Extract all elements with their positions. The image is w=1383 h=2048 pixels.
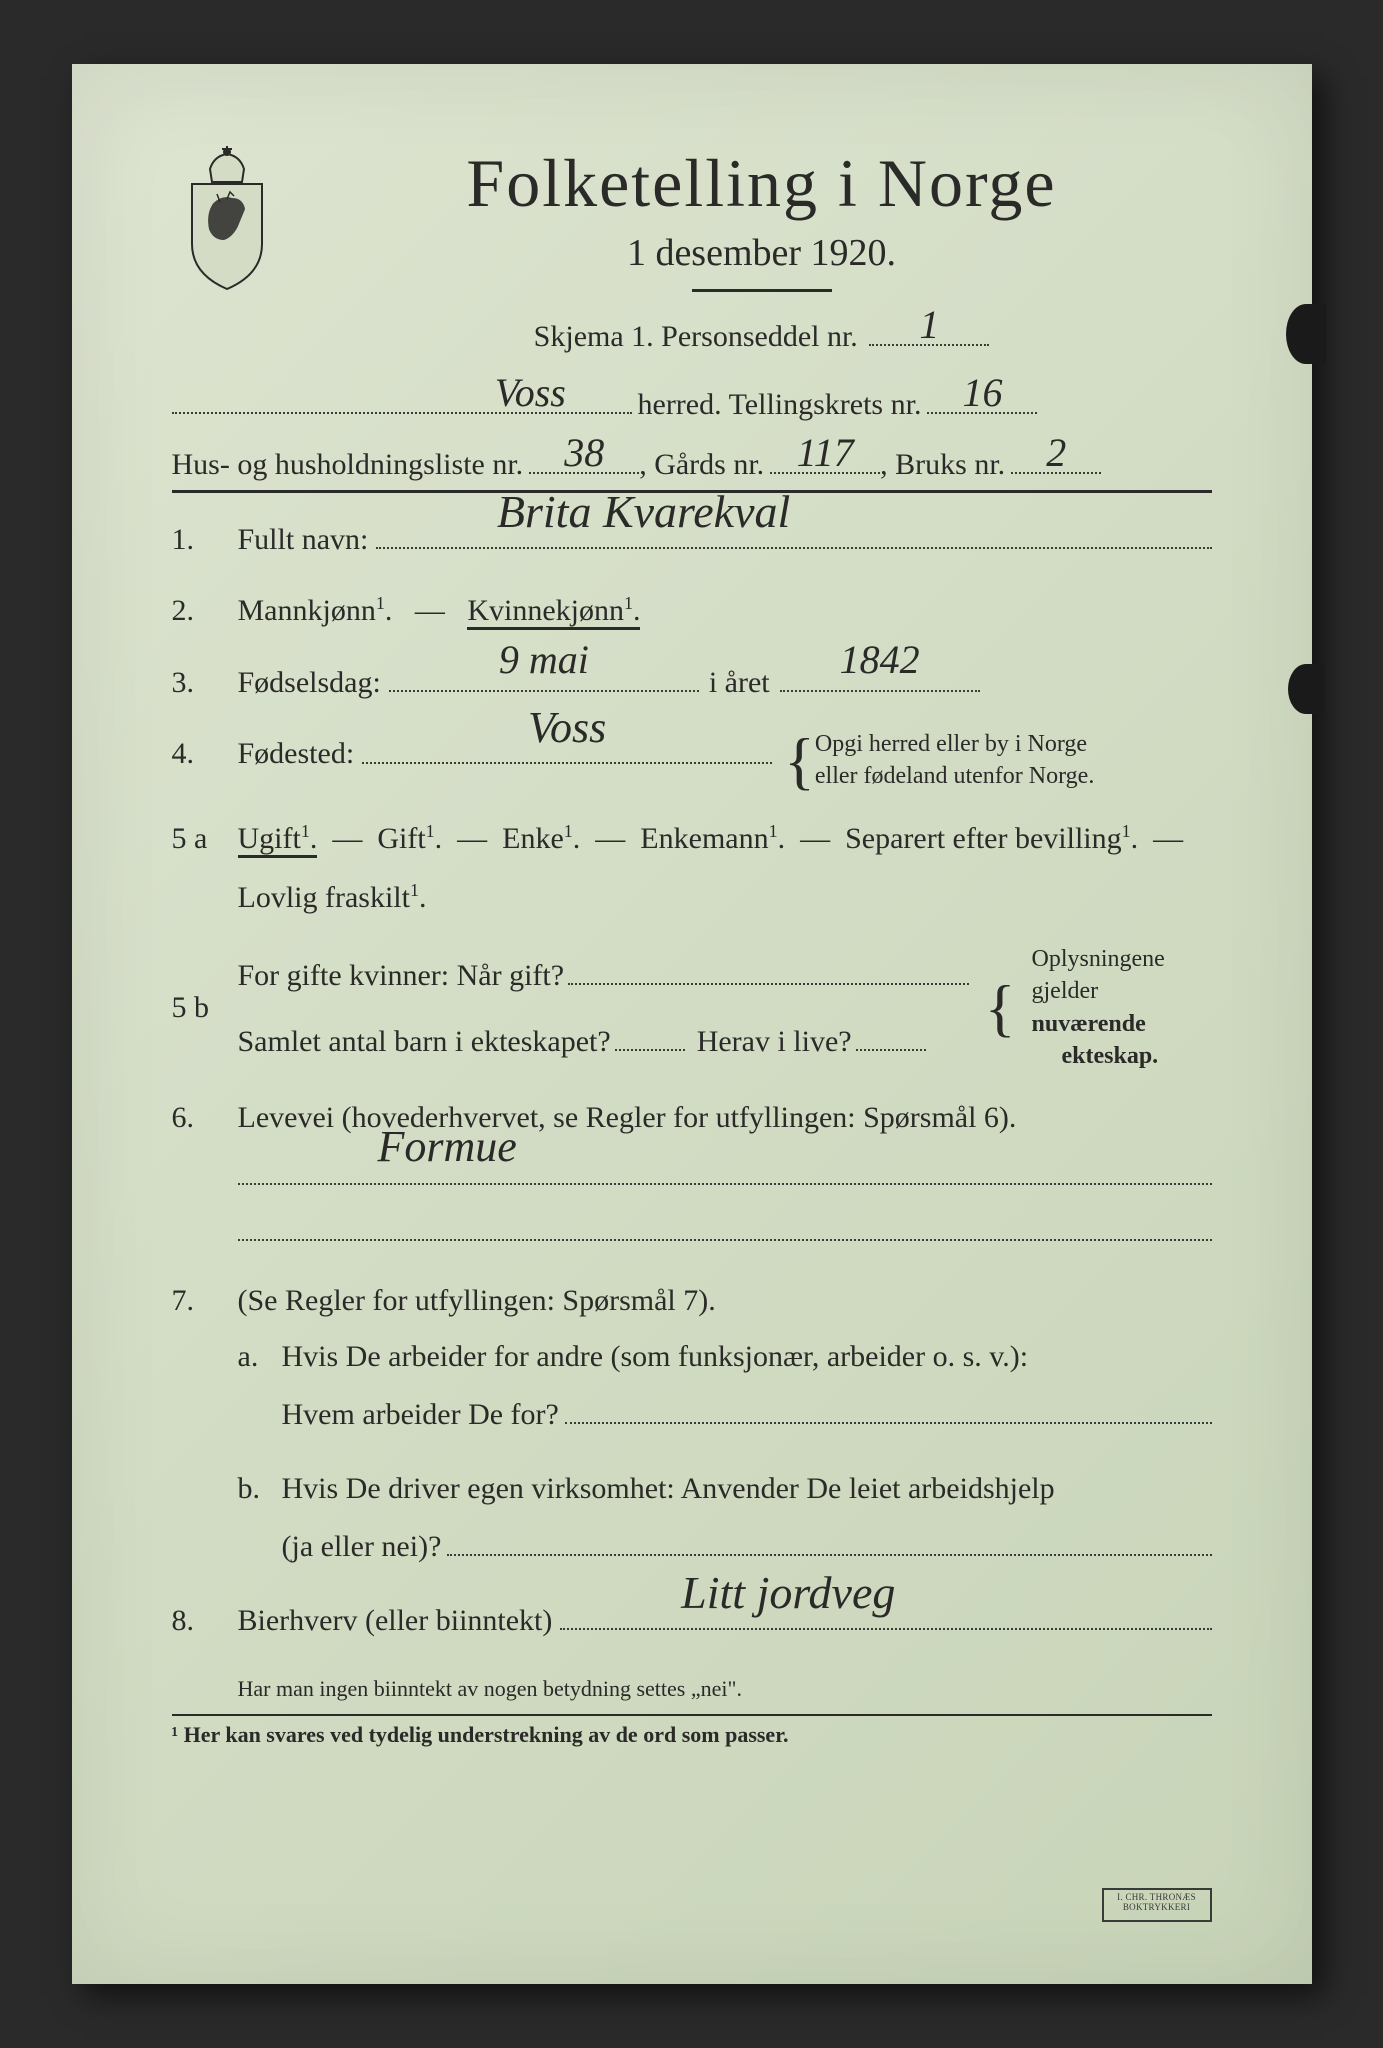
q7b-field [447,1520,1211,1556]
footnote-nei: Har man ingen biinntekt av nogen betydni… [238,1676,1212,1702]
q5b-line1a: For gifte kvinner: Når gift? [238,950,565,1001]
q1-field: Brita Kvarekval [376,513,1211,549]
q3-year-value: 1842 [840,626,920,694]
q8-row: 8. Bierhverv (eller biinntekt) Litt jord… [172,1594,1212,1646]
q3-label: Fødselsdag: [238,657,381,708]
q7b-line2: (ja eller nei)? [282,1530,442,1564]
footnote-rule: ¹ Her kan svares ved tydelig understrekn… [172,1714,1212,1748]
gards-field: 117 [770,438,880,474]
q6-answer-area: Formue [238,1153,1212,1241]
q5b-live-field [856,1015,926,1051]
q7a: a. Hvis De arbeider for andre (som funks… [238,1340,1212,1460]
q2-num: 2. [172,585,222,636]
herred-label: herred. Tellingskrets nr. [638,388,922,422]
q3-mid: i året [709,657,770,708]
q2-kvinne-selected: Kvinnekjønn1. [467,594,640,630]
skjema-line: Skjema 1. Personseddel nr. 1 [312,310,1212,354]
q6-row: 6. Levevei (hovederhvervet, se Regler fo… [172,1092,1212,1143]
q8-label: Bierhverv (eller biinntekt) [238,1595,553,1646]
q1-num: 1. [172,514,222,565]
q2-mann: Mannkjønn [238,594,376,627]
q7-row: 7. (Se Regler for utfyllingen: Spørsmål … [172,1275,1212,1326]
q6-value: Formue [378,1121,517,1172]
hus-value: 38 [564,429,604,476]
q8-value: Litt jordveg [681,1554,895,1632]
q7a-field [565,1388,1212,1424]
q6-line2 [238,1209,1212,1241]
q7b-line1: Hvis De driver egen virksomhet: Anvender… [282,1472,1212,1506]
personseddel-value: 1 [919,301,939,348]
q5b-note: Oplysningene gjelder nuværende ekteskap. [1032,943,1212,1073]
q1-label: Fullt navn: [238,514,369,565]
q7a-line2: Hvem arbeider De for? [282,1398,559,1432]
q6-num: 6. [172,1092,222,1143]
q5a-row: 5 a Ugift1. — Gift1. — Enke1. — Enkemann… [172,813,1212,864]
herred-line: Voss herred. Tellingskrets nr. 16 [172,378,1212,422]
tellingskrets-field: 16 [927,378,1037,414]
bruks-field: 2 [1011,438,1101,474]
q3-day-field: 9 mai [389,656,699,692]
gards-value: 117 [797,429,854,476]
header-block: Folketelling i Norge 1 desember 1920. Sk… [172,144,1212,368]
q8-field: Litt jordveg [560,1594,1211,1630]
personseddel-field: 1 [869,310,989,346]
census-form-page: Folketelling i Norge 1 desember 1920. Sk… [72,64,1312,1984]
brace-icon: { [784,735,815,786]
q7-num: 7. [172,1275,222,1326]
q5a-enkemann: Enkemann [640,822,768,855]
q5b-line2b: Herav i live? [697,1016,852,1067]
herred-value: Voss [495,369,566,416]
title-block: Folketelling i Norge 1 desember 1920. Sk… [312,144,1212,368]
q3-row: 3. Fødselsdag: 9 mai i året 1842 [172,656,1212,708]
q5a-num: 5 a [172,813,222,864]
skjema-label: Skjema 1. Personseddel nr. [534,320,858,353]
q5a-separert: Separert efter bevilling [845,822,1122,855]
q5a-enke: Enke [502,822,564,855]
q5a-row2: Lovlig fraskilt1. [172,872,1212,923]
brace-icon: { [985,982,1016,1033]
tellingskrets-value: 16 [962,369,1002,416]
coat-of-arms-icon [172,144,282,294]
hus-field: 38 [529,438,639,474]
q2-row: 2. Mannkjønn1. — Kvinnekjønn1. [172,585,1212,636]
q7a-letter: a. [238,1340,266,1460]
q4-field: Voss [362,728,772,764]
hus-label: Hus- og husholdningsliste nr. [172,448,524,482]
q4-row: 4. Fødested: Voss { Opgi herred eller by… [172,728,1212,793]
bruks-label: , Bruks nr. [880,448,1005,482]
q5b-gift-field [568,949,969,985]
q7a-line1: Hvis De arbeider for andre (som funksjon… [282,1340,1212,1374]
q5b-row: 5 b For gifte kvinner: Når gift? Samlet … [172,943,1212,1073]
q3-day-value: 9 mai [499,626,589,694]
q4-num: 4. [172,728,222,779]
printer-stamp: I. CHR. THRONÆS BOKTRYKKERI [1102,1888,1212,1922]
bruks-value: 2 [1046,429,1066,476]
q4-note: Opgi herred eller by i Norge eller fødel… [815,728,1094,793]
q5a-ugift-selected: Ugift1. [238,822,318,858]
q4-label: Fødested: [238,728,355,779]
q1-row: 1. Fullt navn: Brita Kvarekval [172,513,1212,565]
page-title: Folketelling i Norge [312,144,1212,223]
q5a-lovlig: Lovlig fraskilt [238,881,410,914]
q3-year-field: 1842 [780,656,980,692]
q4-value: Voss [528,691,606,766]
q6-label: Levevei (hovederhvervet, se Regler for u… [238,1101,1017,1134]
q7b-letter: b. [238,1472,266,1582]
page-subtitle: 1 desember 1920. [312,231,1212,275]
q5b-barn-field [615,1015,685,1051]
q1-value: Brita Kvarekval [497,473,790,551]
q7-label: (Se Regler for utfyllingen: Spørsmål 7). [238,1284,716,1317]
q5b-num: 5 b [172,982,222,1033]
q8-num: 8. [172,1595,222,1646]
q7-body: a. Hvis De arbeider for andre (som funks… [238,1340,1212,1582]
herred-field: Voss [172,378,632,414]
q5b-line2a: Samlet antal barn i ekteskapet? [238,1016,611,1067]
title-divider [692,289,832,292]
q5a-gift: Gift [377,822,425,855]
q3-num: 3. [172,657,222,708]
